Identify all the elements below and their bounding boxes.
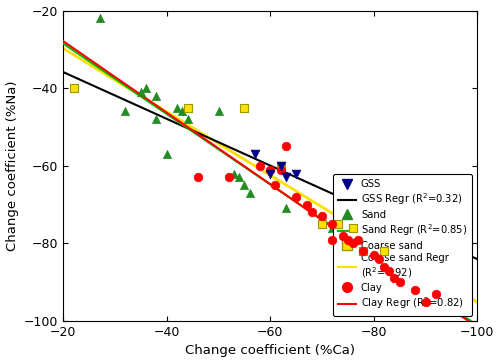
Point [178, 109, 186, 114]
Point [370, 252, 378, 258]
Point [292, 194, 300, 200]
Point [276, 167, 284, 172]
Point [276, 163, 284, 169]
Point [338, 233, 346, 238]
Point [328, 225, 336, 231]
Point [96, 15, 104, 21]
Point [122, 109, 130, 114]
Point [282, 143, 290, 149]
Point [360, 248, 368, 254]
Point [354, 237, 362, 242]
Point [334, 221, 342, 227]
Point [406, 272, 414, 277]
Point [163, 151, 171, 157]
Point [318, 213, 326, 219]
Point [364, 248, 372, 254]
Point [422, 299, 430, 305]
Point [251, 151, 259, 157]
Point [370, 252, 378, 258]
Point [308, 209, 316, 215]
Point [349, 233, 357, 238]
Point [152, 116, 160, 122]
Point [236, 175, 244, 180]
Point [225, 175, 233, 180]
Point [375, 256, 383, 262]
Point [282, 205, 290, 211]
Point [246, 190, 254, 196]
Point [318, 221, 326, 227]
Point [338, 229, 346, 234]
Point [386, 268, 394, 273]
Point [173, 105, 181, 110]
Point [142, 85, 150, 91]
Point [152, 93, 160, 99]
Point [272, 182, 280, 188]
Legend: GSS, GSS Regr (R$^2$=0.32), Sand, Sand Regr (R$^2$=0.85), Coarse sand, Coarse sa: GSS, GSS Regr (R$^2$=0.32), Sand, Sand R… [333, 174, 472, 316]
Point [349, 225, 357, 231]
Point [256, 163, 264, 169]
Point [328, 237, 336, 242]
Point [380, 248, 388, 254]
Point [137, 89, 145, 95]
X-axis label: Change coefficient (%Ca): Change coefficient (%Ca) [186, 344, 356, 358]
Point [396, 279, 404, 285]
Point [214, 109, 222, 114]
Point [240, 182, 248, 188]
Point [354, 237, 362, 242]
Point [266, 171, 274, 176]
Point [411, 287, 419, 293]
Point [386, 264, 394, 270]
Point [230, 171, 238, 176]
Point [282, 175, 290, 180]
Point [344, 237, 352, 242]
Point [334, 221, 342, 227]
Point [70, 85, 78, 91]
Point [432, 291, 440, 297]
Point [328, 221, 336, 227]
Point [360, 248, 368, 254]
Point [360, 241, 368, 246]
Point [194, 175, 202, 180]
Point [266, 167, 274, 172]
Point [349, 241, 357, 246]
Point [184, 116, 192, 122]
Point [292, 171, 300, 176]
Point [390, 276, 398, 281]
Point [54, 54, 62, 60]
Point [184, 105, 192, 110]
Point [276, 163, 284, 169]
Point [380, 264, 388, 270]
Point [302, 202, 310, 208]
Point [240, 105, 248, 110]
Y-axis label: Change coefficient (%Na): Change coefficient (%Na) [6, 81, 18, 251]
Point [318, 217, 326, 223]
Point [344, 233, 352, 238]
